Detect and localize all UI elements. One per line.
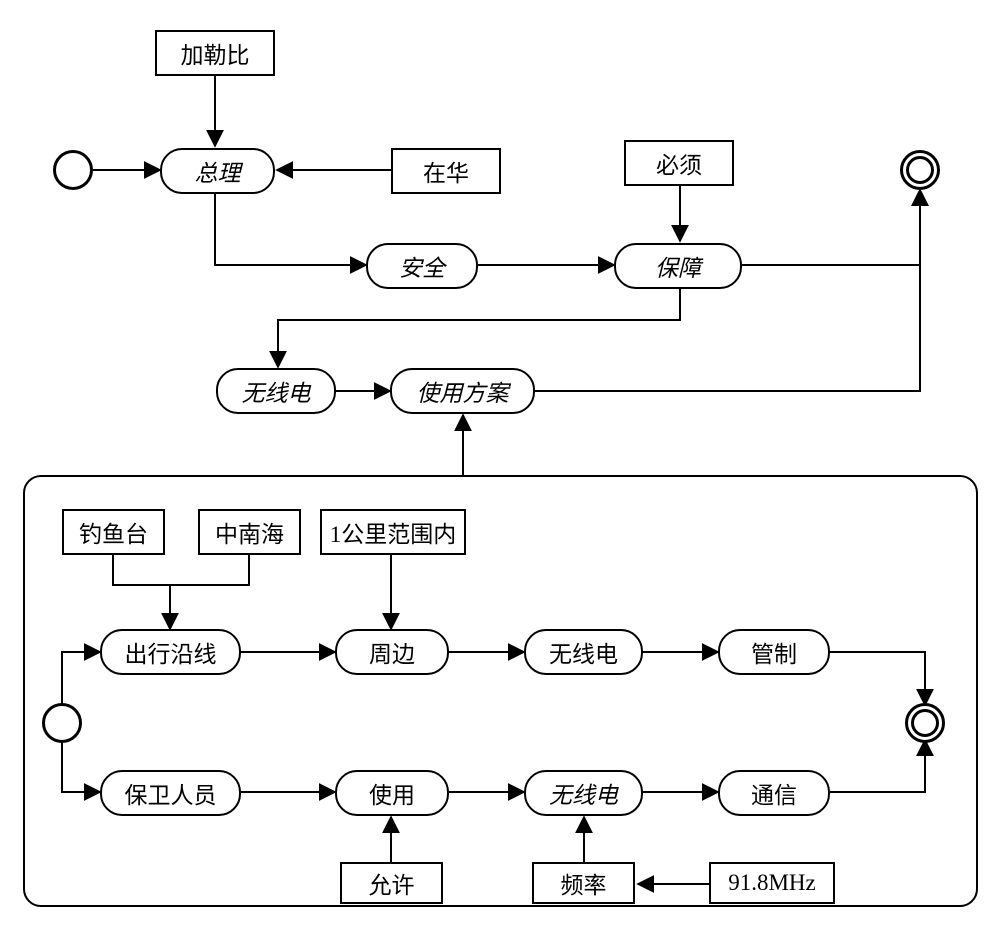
node-anquan: 安全	[366, 243, 478, 289]
node-zhoubian: 周边	[335, 629, 449, 675]
subflow-container	[23, 475, 978, 907]
label: 周边	[369, 635, 415, 669]
label: 钓鱼台	[79, 515, 148, 549]
node-baowei: 保卫人员	[100, 770, 241, 816]
label: 无线电	[549, 635, 618, 669]
label: 加勒比	[181, 36, 250, 70]
start-node-top	[53, 150, 93, 190]
node-shiyongfangan: 使用方案	[390, 368, 535, 414]
label: 无线电	[549, 776, 618, 810]
node-pinlv: 频率	[532, 862, 635, 904]
label: 1公里范围内	[330, 515, 457, 549]
node-bixu: 必须	[624, 140, 734, 186]
node-918mhz: 91.8MHz	[709, 862, 835, 904]
node-wuxiandian-2: 无线电	[524, 629, 643, 675]
label: 通信	[751, 776, 797, 810]
node-zaihua: 在华	[391, 148, 501, 194]
label: 91.8MHz	[728, 870, 816, 896]
node-zongli: 总理	[160, 148, 275, 194]
node-tongxin: 通信	[718, 770, 830, 816]
label: 保障	[655, 249, 701, 283]
node-yunxu: 允许	[340, 862, 443, 904]
start-node-sub	[42, 703, 82, 743]
label: 在华	[423, 154, 469, 188]
node-zhongnanhai: 中南海	[198, 509, 301, 555]
node-wuxiandian-3: 无线电	[524, 770, 643, 816]
label: 安全	[399, 249, 445, 283]
label: 出行沿线	[125, 635, 217, 669]
label: 中南海	[215, 515, 284, 549]
label: 允许	[369, 866, 415, 900]
node-baozhang: 保障	[614, 243, 742, 289]
label: 频率	[561, 866, 607, 900]
node-shiyong: 使用	[335, 770, 449, 816]
label: 管制	[751, 635, 797, 669]
node-chuxing: 出行沿线	[100, 629, 241, 675]
node-diaoyutai: 钓鱼台	[62, 509, 165, 555]
label: 无线电	[242, 374, 311, 408]
end-node-top	[900, 150, 940, 190]
flowchart-canvas: 加勒比 总理 在华 必须 安全 保障 无线电 使用方案 钓鱼台 中南海 1公里范…	[0, 0, 1000, 925]
end-node-sub	[905, 703, 945, 743]
label: 使用方案	[417, 374, 509, 408]
label: 使用	[369, 776, 415, 810]
node-guanzhi: 管制	[718, 629, 830, 675]
node-jialebi: 加勒比	[155, 30, 275, 76]
label: 保卫人员	[125, 776, 217, 810]
node-wuxiandian-1: 无线电	[216, 368, 336, 414]
node-1km: 1公里范围内	[320, 509, 466, 555]
label: 必须	[656, 146, 702, 180]
label: 总理	[195, 154, 241, 188]
